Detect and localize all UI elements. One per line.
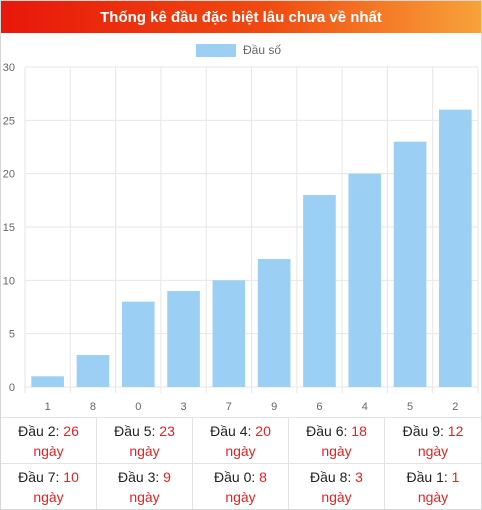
stat-cell: Đầu 1: 1 ngày: [385, 463, 481, 509]
stat-cell: Đầu 7: 10 ngày: [1, 463, 97, 509]
stat-label: Đầu 7:: [18, 468, 64, 485]
chart-area: Đầu số 0 5 10 15 20 25 30 1 8 0 3 7 9 6 4 5 2: [1, 33, 481, 417]
bar[interactable]: [76, 355, 110, 387]
stat-cell: Đầu 0: 8 ngày: [193, 463, 289, 509]
y-tick-label: 30: [3, 62, 15, 74]
legend-swatch[interactable]: [196, 44, 236, 57]
y-tick-label: 15: [3, 222, 15, 234]
stat-value: 20: [255, 422, 271, 439]
stat-unit: ngày: [225, 488, 256, 505]
bar[interactable]: [31, 376, 64, 387]
stat-cell: Đầu 4: 20 ngày: [193, 417, 289, 463]
stat-value: 18: [351, 422, 367, 439]
stat-label: Đầu 8:: [310, 468, 356, 485]
stat-line: Đầu 9: 12: [403, 421, 464, 441]
stat-cell: Đầu 2: 26 ngày: [1, 417, 97, 463]
stat-label: Đầu 5:: [114, 422, 160, 439]
stat-line: Đầu 4: 20: [210, 421, 271, 441]
x-tick-label: 3: [180, 401, 186, 413]
x-tick-label: 0: [135, 401, 141, 413]
x-tick-label: 7: [226, 401, 232, 413]
bar[interactable]: [393, 141, 427, 387]
stat-unit: ngày: [417, 488, 449, 505]
bar[interactable]: [257, 259, 291, 387]
y-tick-label: 25: [3, 115, 15, 127]
y-tick-label: 5: [9, 329, 15, 341]
x-tick-label: 2: [452, 401, 458, 413]
legend-label[interactable]: Đầu số: [243, 43, 281, 57]
stat-value: 8: [259, 468, 267, 485]
bar[interactable]: [439, 109, 472, 388]
stat-cell: Đầu 6: 18 ngày: [289, 417, 385, 463]
y-tick-label: 10: [3, 275, 15, 287]
y-tick-label: 20: [3, 169, 15, 181]
stat-line: Đầu 8: 3: [310, 467, 363, 487]
stat-line: Đầu 3: 9: [118, 467, 171, 487]
stat-line: Đầu 6: 18: [306, 421, 367, 441]
stat-label: Đầu 1:: [406, 468, 452, 485]
stat-value: 10: [63, 468, 79, 485]
stat-value: 1: [451, 468, 460, 485]
x-tick-label: 4: [362, 401, 368, 413]
x-tick-label: 1: [45, 401, 51, 413]
stat-unit: ngày: [33, 488, 64, 505]
stat-value: 26: [63, 422, 79, 439]
bar[interactable]: [212, 280, 246, 387]
stat-unit: ngày: [321, 488, 352, 505]
stat-unit: ngày: [129, 442, 160, 459]
stat-unit: ngày: [129, 488, 160, 505]
bar[interactable]: [348, 173, 382, 387]
x-tick-label: 9: [271, 401, 277, 413]
stat-label: Đầu 6:: [306, 422, 352, 439]
chart-title: Thống kê đầu đặc biệt lâu chưa về nhất: [1, 1, 481, 33]
stats-grid: Đầu 2: 26 ngày Đầu 5: 23 ngày Đầu 4: 20 ngày Đ…: [1, 417, 481, 509]
bar[interactable]: [303, 195, 336, 387]
stat-unit: ngày: [417, 442, 449, 459]
x-tick-label: 8: [90, 401, 96, 413]
stat-label: Đầu 3:: [118, 468, 164, 485]
stat-cell: Đầu 5: 23 ngày: [97, 417, 193, 463]
y-tick-label: 0: [9, 382, 15, 394]
stat-value: 23: [159, 422, 175, 439]
stat-unit: ngày: [33, 442, 64, 459]
stat-label: Đầu 2:: [18, 422, 64, 439]
stat-line: Đầu 7: 10: [18, 467, 79, 487]
stat-value: 12: [447, 422, 464, 439]
stat-cell: Đầu 8: 3 ngày: [289, 463, 385, 509]
stat-line: Đầu 5: 23: [114, 421, 175, 441]
x-tick-label: 5: [407, 401, 413, 413]
stat-unit: ngày: [225, 442, 256, 459]
bar[interactable]: [167, 291, 200, 387]
stat-value: 3: [355, 468, 363, 485]
bar-chart: Đầu số 0 5 10 15 20 25 30 1 8 0 3 7 9 6 4 5 2: [3, 43, 479, 413]
stat-cell: Đầu 3: 9 ngày: [97, 463, 193, 509]
stat-value: 9: [163, 468, 171, 485]
x-tick-label: 6: [316, 401, 322, 413]
stat-line: Đầu 0: 8: [214, 467, 267, 487]
bar[interactable]: [121, 301, 155, 387]
stat-label: Đầu 4:: [210, 422, 256, 439]
stat-line: Đầu 1: 1: [407, 467, 460, 487]
stat-unit: ngày: [321, 442, 352, 459]
stat-cell: Đầu 9: 12 ngày: [385, 417, 481, 463]
stat-line: Đầu 2: 26: [18, 421, 79, 441]
stat-label: Đầu 0:: [214, 468, 260, 485]
stat-label: Đầu 9:: [402, 422, 448, 439]
